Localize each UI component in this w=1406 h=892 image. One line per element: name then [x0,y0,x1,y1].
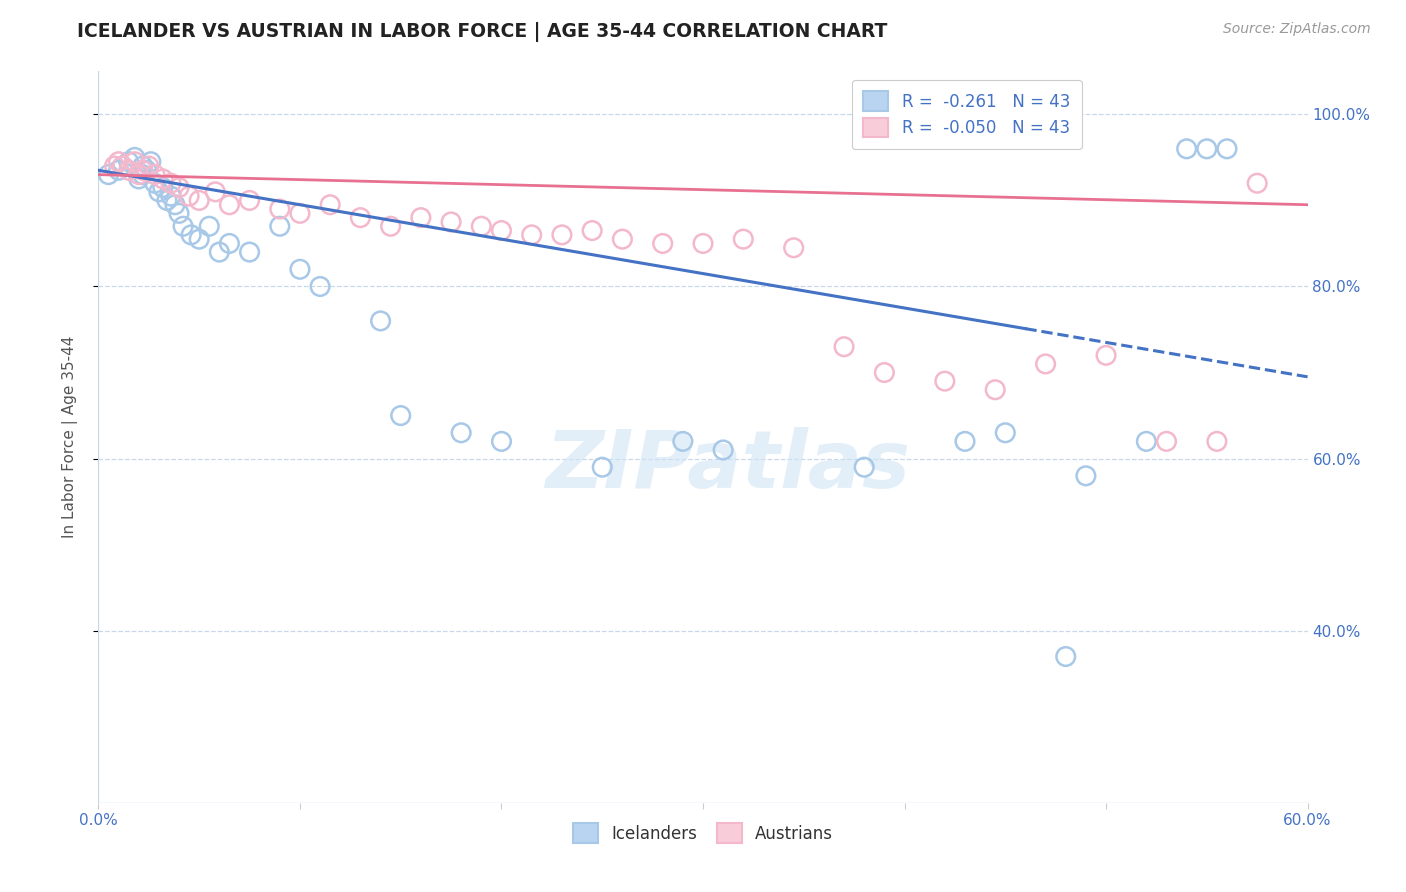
Point [143,168,166,182]
Point [180,227,202,242]
Point [1246,176,1268,190]
Point [711,442,734,457]
Point [111,159,134,173]
Point [853,460,876,475]
Point [612,232,634,246]
Point [1074,468,1097,483]
Point [581,223,603,237]
Point [319,198,342,212]
Point [1035,357,1057,371]
Point [1156,434,1178,449]
Point [269,219,291,234]
Point [389,409,412,423]
Point [1216,142,1239,156]
Point [148,185,170,199]
Point [953,434,976,449]
Point [783,241,806,255]
Point [269,202,291,216]
Point [218,198,240,212]
Point [288,262,311,277]
Text: Source: ZipAtlas.com: Source: ZipAtlas.com [1223,22,1371,37]
Point [1054,649,1077,664]
Point [156,194,179,208]
Point [97,168,120,182]
Point [160,189,183,203]
Point [139,154,162,169]
Point [152,180,174,194]
Y-axis label: In Labor Force | Age 35-44: In Labor Force | Age 35-44 [62,336,77,538]
Point [994,425,1017,440]
Point [591,460,613,475]
Point [179,189,201,203]
Point [873,366,896,380]
Point [239,194,262,208]
Point [733,232,755,246]
Point [188,232,211,246]
Text: ICELANDER VS AUSTRIAN IN LABOR FORCE | AGE 35-44 CORRELATION CHART: ICELANDER VS AUSTRIAN IN LABOR FORCE | A… [77,22,887,42]
Point [204,185,226,199]
Point [370,314,392,328]
Point [309,279,332,293]
Point [188,194,211,208]
Point [672,434,695,449]
Point [128,168,150,182]
Point [491,434,513,449]
Point [832,340,855,354]
Point [124,150,146,164]
Point [172,219,194,234]
Point [143,176,166,190]
Point [163,198,186,212]
Point [198,219,221,234]
Point [218,236,240,251]
Point [160,176,183,190]
Point [138,159,160,173]
Point [128,172,150,186]
Point [107,154,129,169]
Point [167,206,190,220]
Point [208,245,231,260]
Point [349,211,371,225]
Point [132,159,155,173]
Point [491,223,513,237]
Point [1135,434,1157,449]
Point [132,168,155,182]
Point [152,172,174,186]
Point [124,154,146,169]
Point [103,159,125,173]
Point [167,180,190,194]
Point [118,154,141,169]
Point [1206,434,1229,449]
Point [651,236,673,251]
Point [1195,142,1218,156]
Point [440,215,463,229]
Point [409,211,432,225]
Point [288,206,311,220]
Point [450,425,472,440]
Point [934,374,956,388]
Point [984,383,1007,397]
Point [118,163,141,178]
Text: ZIPatlas: ZIPatlas [544,427,910,506]
Point [1175,142,1198,156]
Point [551,227,574,242]
Point [132,163,155,178]
Point [380,219,402,234]
Point [692,236,714,251]
Point [520,227,543,242]
Point [1095,348,1118,362]
Legend: Icelanders, Austrians: Icelanders, Austrians [567,817,839,849]
Point [107,163,129,178]
Point [239,245,262,260]
Point [111,159,134,173]
Point [135,163,157,178]
Point [470,219,492,234]
